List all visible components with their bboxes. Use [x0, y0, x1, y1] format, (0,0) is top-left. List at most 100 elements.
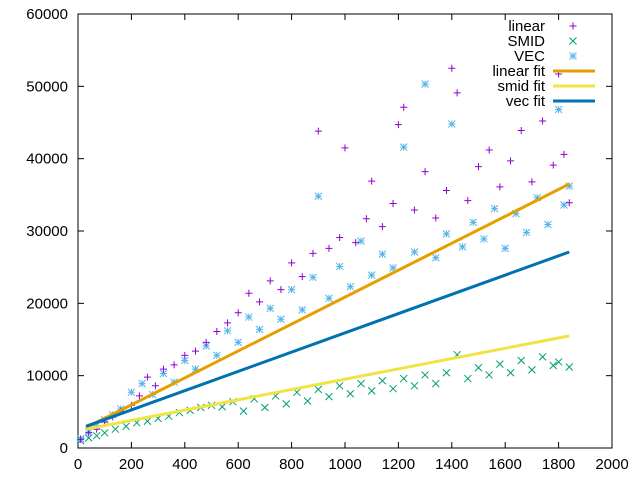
- data-point: [475, 163, 482, 171]
- data-point: [479, 235, 488, 243]
- data-point: [522, 228, 531, 237]
- data-point: [277, 286, 285, 294]
- legend-label: linear fit: [492, 63, 545, 80]
- data-point: [77, 435, 85, 443]
- y-tick-label: 60000: [26, 6, 68, 23]
- data-point: [533, 193, 542, 202]
- data-point: [554, 358, 563, 366]
- data-point: [288, 259, 296, 267]
- data-point: [239, 407, 248, 415]
- data-point: [357, 237, 365, 245]
- data-point: [389, 200, 397, 208]
- data-point: [549, 361, 558, 370]
- data-point: [485, 371, 494, 379]
- data-point: [463, 374, 472, 383]
- data-point: [346, 282, 355, 291]
- legend-label: VEC: [514, 48, 545, 65]
- data-point: [410, 206, 418, 214]
- data-point: [512, 209, 520, 218]
- data-point: [181, 351, 189, 359]
- data-point: [202, 338, 210, 346]
- data-point: [138, 379, 146, 388]
- data-point: [421, 168, 429, 176]
- data-point: [442, 230, 451, 238]
- data-point: [554, 105, 563, 114]
- data-point: [496, 360, 504, 368]
- series-linear: [77, 64, 573, 443]
- data-point: [298, 305, 307, 314]
- x-tick-label: 1800: [542, 456, 575, 473]
- data-point: [501, 244, 510, 253]
- data-point: [378, 376, 387, 385]
- data-point: [528, 366, 536, 374]
- data-point: [170, 361, 178, 369]
- data-point: [447, 120, 456, 128]
- data-point: [335, 381, 344, 390]
- data-point: [368, 177, 376, 185]
- series-linear-fit: [85, 182, 570, 430]
- data-point: [431, 253, 440, 262]
- series-vec: [76, 80, 574, 443]
- data-point: [159, 369, 168, 378]
- data-point: [442, 368, 451, 377]
- data-point: [314, 127, 322, 135]
- data-point: [303, 397, 312, 405]
- data-point: [135, 392, 143, 400]
- data-point: [544, 220, 552, 229]
- data-point: [234, 309, 242, 317]
- data-point: [490, 204, 499, 213]
- legend-label: vec fit: [506, 93, 546, 110]
- data-point: [565, 182, 574, 191]
- data-point: [458, 243, 467, 251]
- data-point: [325, 244, 333, 252]
- data-point: [538, 353, 547, 361]
- series-vec-fit: [85, 250, 570, 428]
- data-point: [367, 387, 376, 395]
- data-point: [111, 425, 120, 434]
- data-point: [432, 214, 440, 222]
- data-point: [325, 392, 333, 401]
- data-point: [143, 373, 151, 381]
- fit-line: [85, 250, 570, 428]
- y-tick-label: 10000: [26, 368, 68, 385]
- data-point: [431, 379, 440, 388]
- data-point: [85, 429, 93, 437]
- fit-line: [85, 182, 570, 430]
- data-point: [287, 285, 296, 294]
- data-point: [565, 199, 573, 207]
- data-point: [261, 403, 269, 412]
- x-tick-label: 600: [226, 456, 251, 473]
- data-point: [325, 294, 333, 303]
- data-point: [127, 388, 136, 397]
- x-tick-label: 1000: [328, 456, 361, 473]
- data-point: [464, 197, 472, 205]
- data-point: [180, 356, 189, 365]
- data-point: [122, 422, 130, 431]
- data-point: [565, 363, 574, 371]
- data-point: [378, 223, 386, 231]
- series-smid-fit: [85, 334, 570, 431]
- data-point: [389, 264, 397, 272]
- data-point: [517, 356, 526, 365]
- data-point: [560, 201, 568, 209]
- data-point: [352, 239, 360, 247]
- data-point: [255, 325, 264, 334]
- data-point: [421, 371, 429, 379]
- data-point: [335, 262, 344, 271]
- data-point: [282, 400, 291, 408]
- data-point: [202, 342, 211, 350]
- data-point: [560, 150, 568, 158]
- data-point: [362, 215, 370, 223]
- data-point: [191, 347, 199, 355]
- y-tick-label: 40000: [26, 151, 68, 168]
- x-tick-label: 400: [172, 456, 197, 473]
- data-point: [448, 64, 456, 72]
- y-tick-label: 30000: [26, 223, 68, 240]
- data-point: [212, 351, 221, 360]
- data-point: [357, 379, 365, 388]
- data-point: [346, 389, 355, 398]
- legend-label: linear: [508, 18, 545, 35]
